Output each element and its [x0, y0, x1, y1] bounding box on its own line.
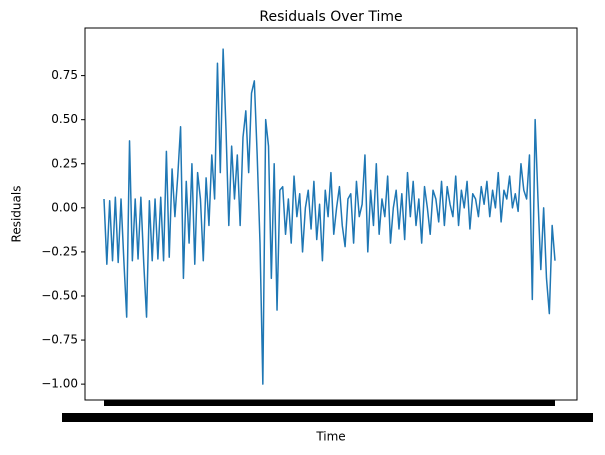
y-tick-label: 0.50 [51, 112, 78, 126]
y-tick-label: −0.25 [41, 244, 78, 258]
y-tick-label: −0.50 [41, 288, 78, 302]
x-tick-marks [104, 400, 555, 406]
x-tick-labels-overlap [62, 413, 593, 422]
y-tick-label: −0.75 [41, 333, 78, 347]
y-tick-label: 0.25 [51, 156, 78, 170]
y-tick-label: 0.00 [51, 200, 78, 214]
plot-frame [84, 27, 578, 401]
y-tick-label: 0.75 [51, 68, 78, 82]
y-axis-label: Residuals [10, 186, 24, 243]
x-axis-label: Time [315, 430, 345, 444]
chart-title: Residuals Over Time [259, 9, 402, 25]
y-tick-label: −1.00 [41, 377, 78, 391]
line-series [103, 48, 556, 385]
